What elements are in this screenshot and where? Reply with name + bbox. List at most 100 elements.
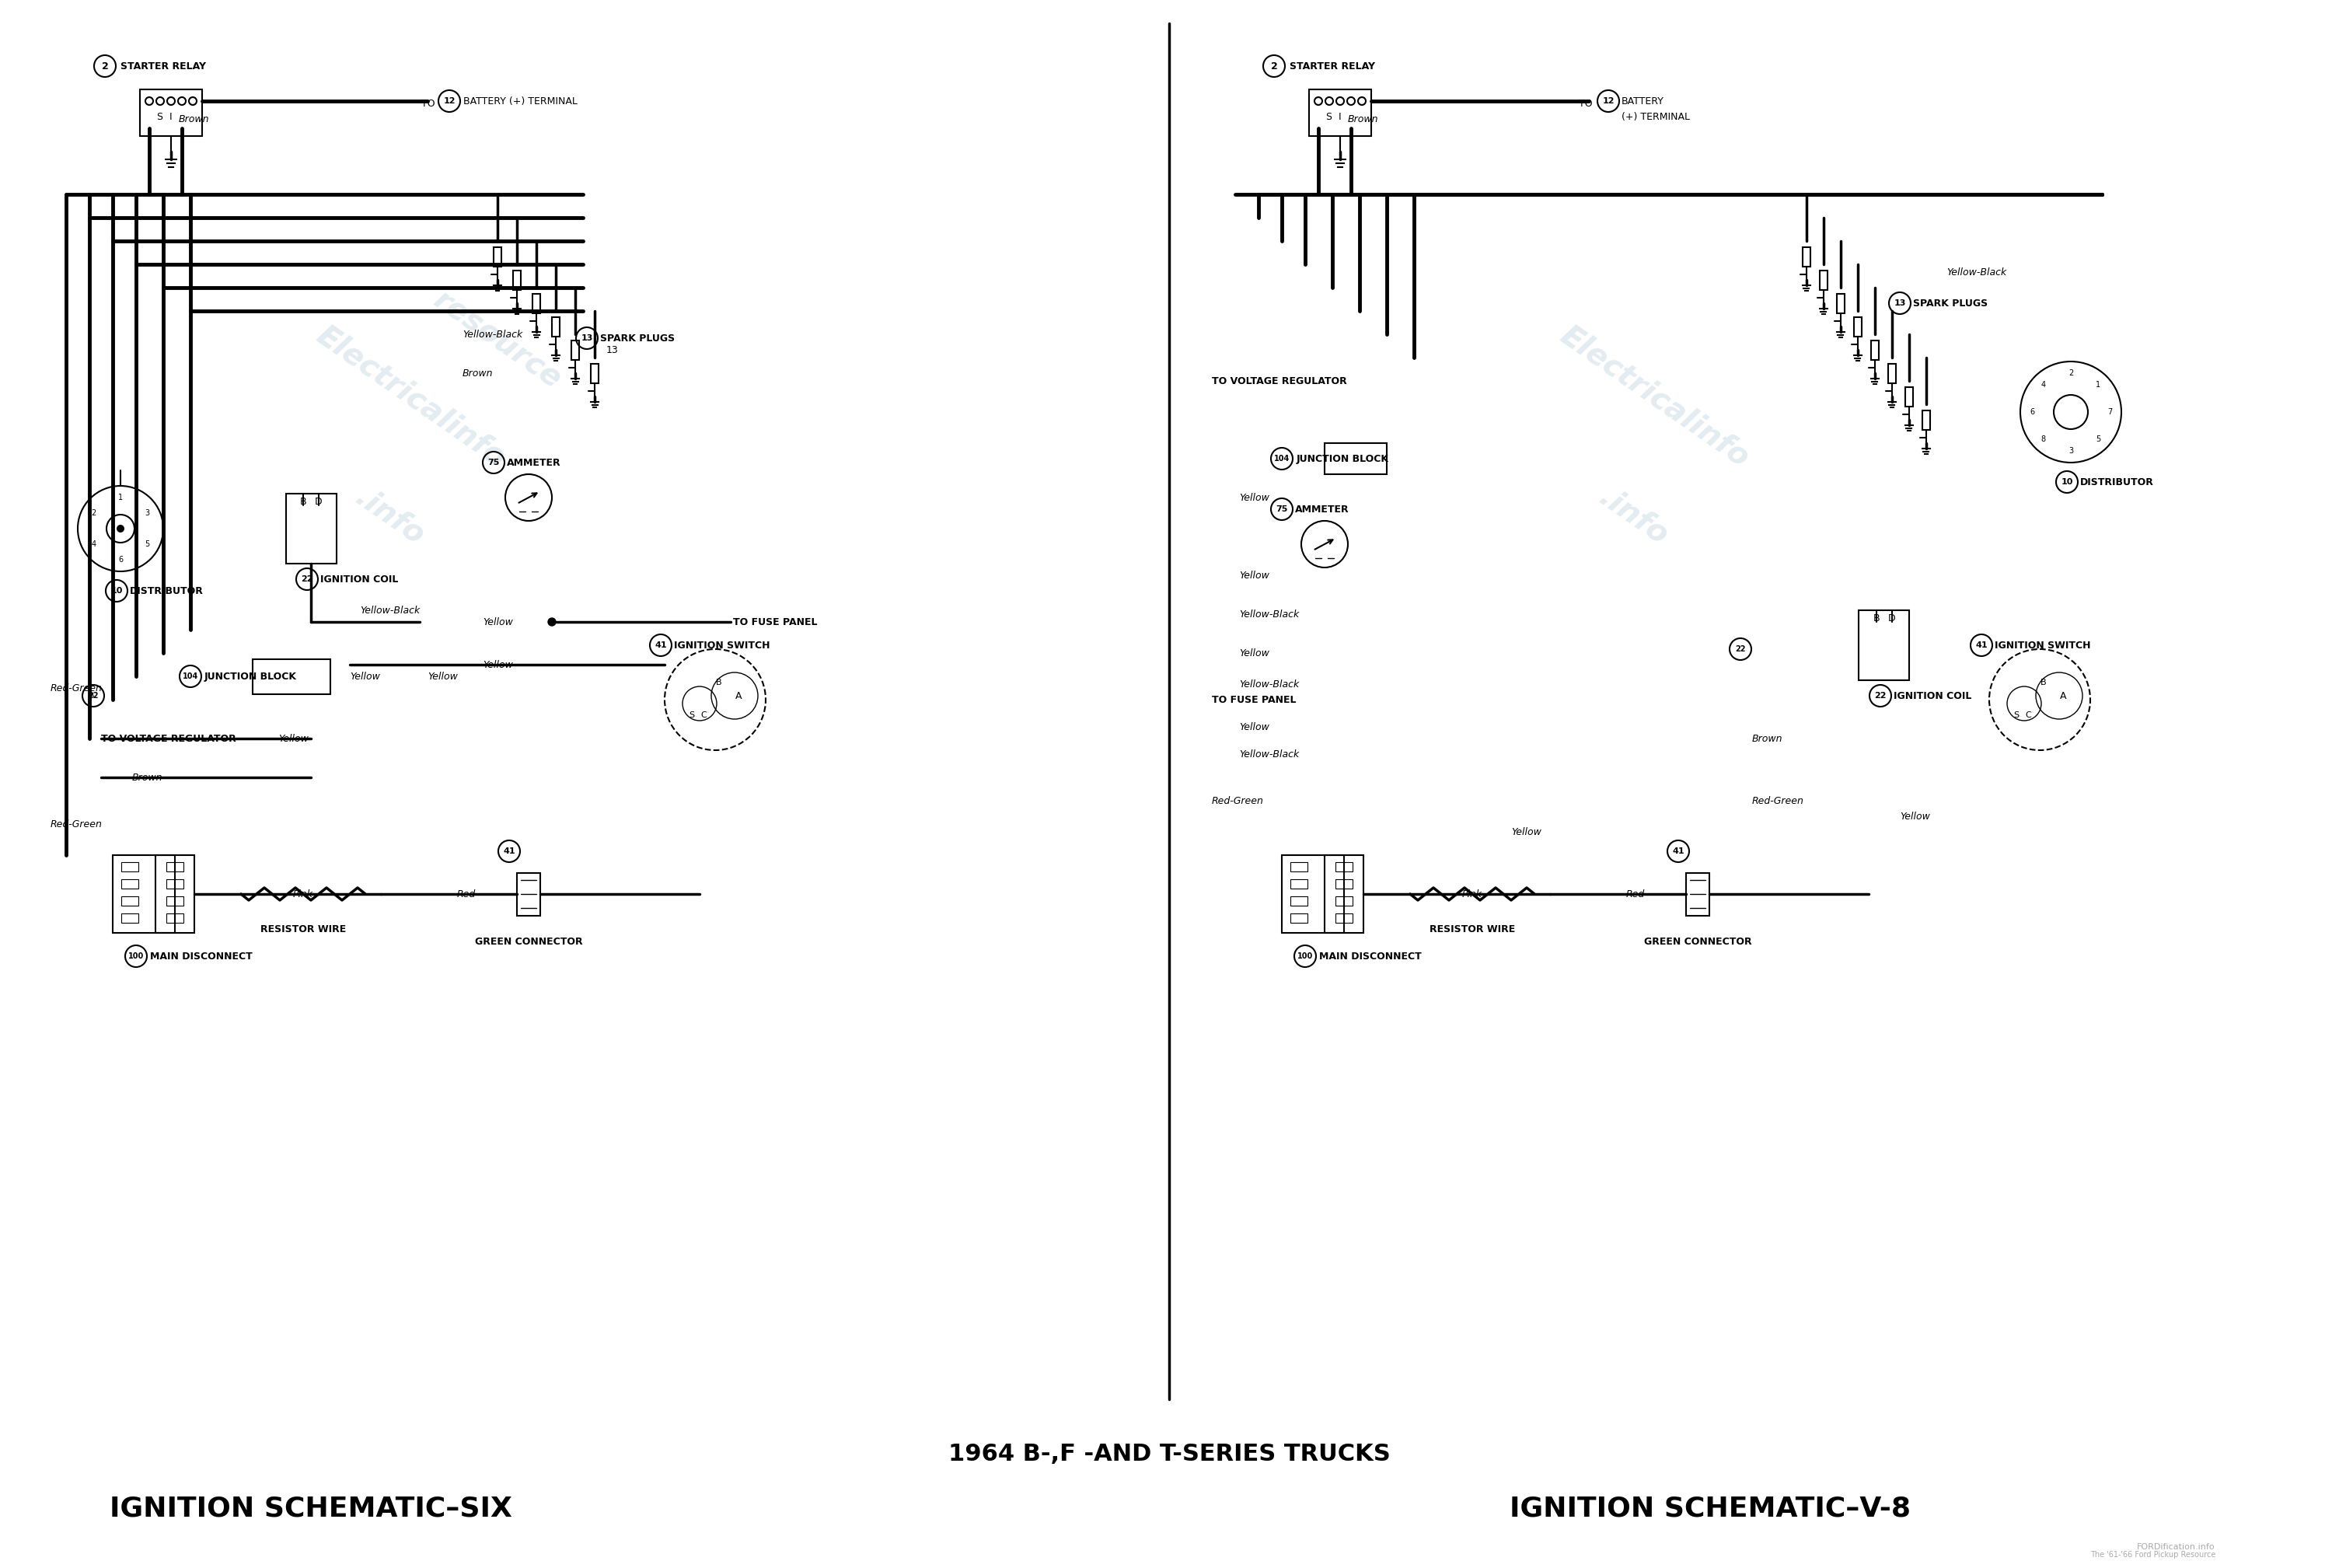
Text: Electricalinfo: Electricalinfo — [1555, 320, 1754, 472]
Text: RESISTOR WIRE: RESISTOR WIRE — [260, 924, 346, 935]
Bar — [517, 873, 540, 916]
Text: Brown: Brown — [1752, 734, 1782, 743]
Text: 22: 22 — [1736, 646, 1745, 652]
Text: A: A — [91, 691, 94, 699]
Text: STARTER RELAY: STARTER RELAY — [1289, 61, 1375, 71]
Bar — [1336, 880, 1352, 889]
Text: 22: 22 — [89, 691, 98, 699]
Text: SPARK PLUGS: SPARK PLUGS — [1913, 298, 1988, 309]
Bar — [1855, 317, 1862, 336]
Text: Yellow: Yellow — [1511, 826, 1541, 837]
Text: 5: 5 — [145, 541, 150, 549]
Text: STARTER RELAY: STARTER RELAY — [122, 61, 206, 71]
Bar — [1820, 270, 1827, 290]
Text: JUNCTION BLOCK: JUNCTION BLOCK — [1296, 453, 1389, 464]
Text: .info: .info — [351, 481, 430, 550]
Bar — [1871, 340, 1878, 359]
Text: RESISTOR WIRE: RESISTOR WIRE — [1429, 924, 1516, 935]
Bar — [112, 855, 175, 933]
Text: I: I — [1338, 111, 1343, 122]
Text: 5: 5 — [2096, 436, 2100, 444]
Bar — [1310, 89, 1371, 136]
Text: 41: 41 — [503, 847, 515, 855]
Text: 2: 2 — [1270, 61, 1277, 71]
Bar — [1291, 880, 1308, 889]
Bar — [1282, 855, 1345, 933]
Text: 13: 13 — [606, 345, 617, 354]
Text: TO FUSE PANEL: TO FUSE PANEL — [732, 616, 816, 627]
Text: S: S — [1326, 111, 1331, 122]
Text: TO: TO — [421, 99, 435, 108]
Text: Electricalinfo: Electricalinfo — [311, 320, 510, 472]
Text: D: D — [1888, 613, 1897, 622]
Bar — [166, 914, 182, 922]
Text: 4: 4 — [91, 541, 96, 549]
Bar — [122, 880, 138, 889]
Text: 75: 75 — [1275, 505, 1289, 513]
Text: The '61-'66 Ford Pickup Resource: The '61-'66 Ford Pickup Resource — [2091, 1551, 2215, 1559]
Text: Brown: Brown — [178, 114, 211, 124]
Text: TO VOLTAGE REGULATOR: TO VOLTAGE REGULATOR — [101, 734, 236, 743]
Circle shape — [117, 525, 124, 533]
Text: FORDification.info: FORDification.info — [2138, 1543, 2215, 1551]
Text: DISTRIBUTOR: DISTRIBUTOR — [131, 586, 203, 596]
Text: Yellow-Black: Yellow-Black — [463, 329, 522, 339]
Text: GREEN CONNECTOR: GREEN CONNECTOR — [475, 936, 582, 947]
Text: IGNITION COIL: IGNITION COIL — [320, 574, 398, 585]
Text: 2: 2 — [2068, 368, 2072, 376]
Text: 6: 6 — [2030, 408, 2035, 416]
Bar — [122, 914, 138, 922]
Text: 22: 22 — [1874, 691, 1885, 699]
Text: Yellow: Yellow — [278, 734, 309, 743]
Text: Red-Green: Red-Green — [1752, 795, 1803, 806]
Text: Yellow-Black: Yellow-Black — [1240, 608, 1298, 619]
Bar — [140, 89, 201, 136]
Text: 1: 1 — [117, 494, 124, 502]
Text: 2: 2 — [101, 61, 108, 71]
Bar — [1888, 364, 1897, 383]
Text: A: A — [2061, 691, 2065, 701]
Bar — [1836, 293, 1845, 314]
Text: SPARK PLUGS: SPARK PLUGS — [601, 332, 676, 343]
Text: TO FUSE PANEL: TO FUSE PANEL — [1212, 695, 1296, 704]
Text: 10: 10 — [110, 586, 122, 594]
Text: IGNITION SCHEMATIC–V-8: IGNITION SCHEMATIC–V-8 — [1509, 1494, 1911, 1521]
Bar — [166, 880, 182, 889]
Text: 1964 B-,F -AND T-SERIES TRUCKS: 1964 B-,F -AND T-SERIES TRUCKS — [947, 1443, 1389, 1465]
Bar — [592, 364, 599, 383]
Text: IGNITION COIL: IGNITION COIL — [1895, 691, 1972, 701]
Text: Yellow: Yellow — [1240, 721, 1270, 732]
Text: 75: 75 — [487, 459, 501, 466]
Text: 41: 41 — [1976, 641, 1988, 649]
Text: S: S — [157, 111, 161, 122]
Text: 3: 3 — [145, 510, 150, 517]
Text: Brown: Brown — [463, 368, 494, 378]
Text: JUNCTION BLOCK: JUNCTION BLOCK — [203, 671, 297, 682]
Bar — [285, 494, 337, 563]
Text: resource: resource — [428, 285, 566, 395]
Bar — [512, 270, 522, 290]
Text: Red-Green: Red-Green — [51, 684, 103, 693]
Text: Yellow-Black: Yellow-Black — [1240, 750, 1298, 759]
Text: B: B — [716, 679, 723, 687]
Text: AMMETER: AMMETER — [508, 458, 561, 467]
Bar — [1686, 873, 1710, 916]
Bar — [1803, 246, 1810, 267]
Text: Brown: Brown — [131, 773, 164, 782]
Bar — [494, 246, 501, 267]
Text: B: B — [2040, 679, 2047, 687]
Text: .info: .info — [1593, 481, 1675, 550]
Text: 41: 41 — [655, 641, 667, 649]
Text: TO: TO — [1579, 99, 1593, 108]
Text: S: S — [2014, 712, 2019, 720]
Bar — [122, 897, 138, 906]
Text: 100: 100 — [129, 952, 145, 960]
Text: BATTERY: BATTERY — [1621, 96, 1663, 107]
Text: Yellow-Black: Yellow-Black — [360, 605, 419, 615]
Text: MAIN DISCONNECT: MAIN DISCONNECT — [150, 952, 253, 961]
Bar — [1336, 862, 1352, 872]
Bar — [1291, 914, 1308, 922]
Text: 13: 13 — [580, 334, 592, 342]
Text: I: I — [171, 111, 173, 122]
Text: Yellow-Black: Yellow-Black — [1946, 267, 2007, 278]
